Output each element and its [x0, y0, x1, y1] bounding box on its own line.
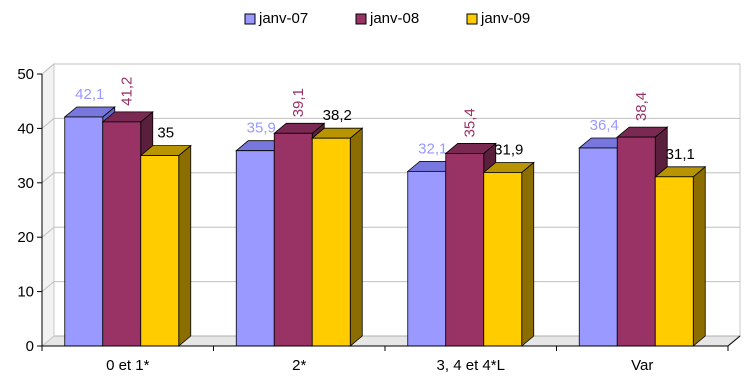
bar	[407, 170, 447, 347]
bar-side	[692, 165, 706, 347]
bar	[311, 137, 351, 347]
y-tick-label: 30	[17, 175, 34, 192]
bar	[273, 132, 313, 347]
y-gridline	[41, 117, 740, 129]
data-label: 35,9	[247, 120, 276, 137]
data-label: 38,2	[323, 107, 352, 124]
x-category-label: 3, 4 et 4*L	[437, 357, 505, 374]
data-label: 31,9	[494, 141, 523, 158]
data-label: 35	[157, 125, 174, 142]
legend-swatch	[466, 13, 478, 25]
y-tick-label: 20	[17, 229, 34, 246]
data-label: 35,4	[462, 108, 479, 137]
legend-label: janv-08	[369, 10, 419, 27]
bar-side	[178, 144, 192, 347]
data-label: 31,1	[666, 146, 695, 163]
x-axis-depth-line	[727, 335, 741, 347]
bar	[483, 172, 523, 347]
legend-swatch	[355, 13, 367, 25]
bar	[616, 136, 656, 347]
data-label: 36,4	[590, 117, 619, 134]
bar	[654, 176, 694, 347]
data-label: 38,4	[633, 92, 650, 121]
y-gridline	[41, 63, 740, 75]
bar-side	[349, 127, 363, 347]
bar	[140, 155, 180, 347]
data-label: 39,1	[290, 88, 307, 117]
legend-label: janv-09	[480, 10, 530, 27]
y-tick-label: 40	[17, 120, 34, 137]
bar	[578, 147, 618, 347]
data-label: 32,1	[418, 140, 447, 157]
legend-swatch	[244, 13, 256, 25]
legend-label: janv-07	[258, 10, 308, 27]
x-category-label: 2*	[292, 357, 306, 374]
x-category-label: Var	[631, 357, 653, 374]
bar	[235, 150, 275, 347]
y-tick-label: 10	[17, 284, 34, 301]
y-tick-label: 50	[17, 66, 34, 83]
x-category-label: 0 et 1*	[106, 357, 150, 374]
bar	[445, 153, 485, 347]
plot-side-wall	[41, 62, 55, 348]
bar	[102, 121, 142, 347]
bar-side	[521, 161, 535, 347]
bar	[64, 116, 104, 347]
data-label: 42,1	[75, 86, 104, 103]
y-tick-label: 0	[26, 338, 34, 355]
data-label: 41,2	[119, 77, 136, 106]
